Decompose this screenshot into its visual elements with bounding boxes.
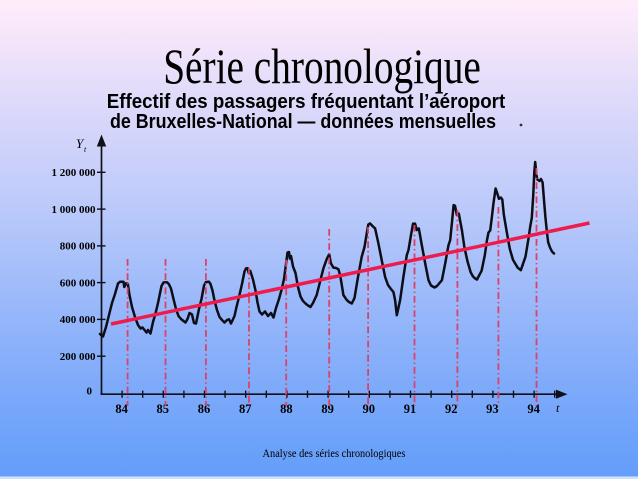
svg-text:87: 87 bbox=[239, 402, 252, 416]
svg-text:400 000: 400 000 bbox=[60, 314, 96, 326]
svg-text:1 000 000: 1 000 000 bbox=[52, 204, 97, 216]
svg-text:91: 91 bbox=[404, 402, 417, 416]
svg-text:t: t bbox=[84, 145, 87, 154]
svg-text:85: 85 bbox=[157, 402, 170, 416]
svg-text:86: 86 bbox=[198, 402, 211, 416]
svg-text:88: 88 bbox=[280, 402, 293, 416]
svg-text:Y: Y bbox=[76, 136, 85, 151]
svg-text:89: 89 bbox=[321, 402, 334, 416]
svg-text:84: 84 bbox=[115, 402, 128, 416]
svg-text:600 000: 600 000 bbox=[60, 277, 96, 289]
svg-text:200 000: 200 000 bbox=[60, 351, 96, 363]
svg-text:92: 92 bbox=[445, 402, 458, 416]
svg-text:0: 0 bbox=[87, 386, 93, 398]
svg-text:t: t bbox=[556, 401, 560, 415]
svg-text:93: 93 bbox=[486, 402, 499, 416]
svg-text:800 000: 800 000 bbox=[60, 241, 96, 253]
svg-text:1 200 000: 1 200 000 bbox=[52, 167, 97, 179]
svg-text:90: 90 bbox=[363, 402, 376, 416]
svg-text:94: 94 bbox=[527, 402, 540, 416]
